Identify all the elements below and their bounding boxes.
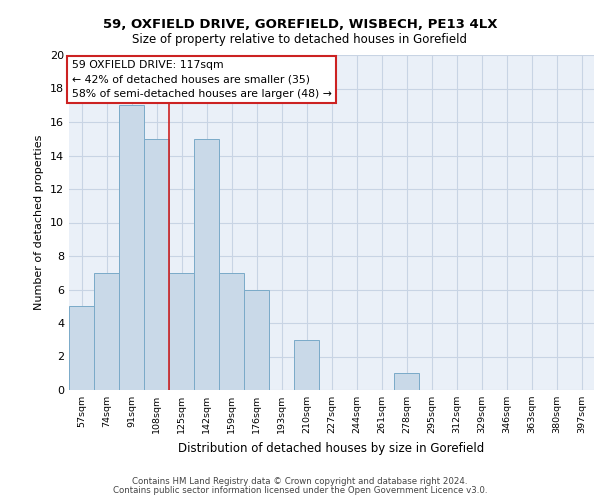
Y-axis label: Number of detached properties: Number of detached properties bbox=[34, 135, 44, 310]
Bar bbox=[69, 306, 94, 390]
Bar bbox=[119, 106, 144, 390]
Bar bbox=[219, 273, 244, 390]
Bar bbox=[294, 340, 319, 390]
Bar bbox=[94, 273, 119, 390]
X-axis label: Distribution of detached houses by size in Gorefield: Distribution of detached houses by size … bbox=[178, 442, 485, 454]
Bar bbox=[244, 290, 269, 390]
Bar bbox=[394, 373, 419, 390]
Text: Size of property relative to detached houses in Gorefield: Size of property relative to detached ho… bbox=[133, 32, 467, 46]
Bar bbox=[144, 138, 169, 390]
Text: 59 OXFIELD DRIVE: 117sqm
← 42% of detached houses are smaller (35)
58% of semi-d: 59 OXFIELD DRIVE: 117sqm ← 42% of detach… bbox=[71, 60, 331, 99]
Bar bbox=[169, 273, 194, 390]
Bar bbox=[194, 138, 219, 390]
Text: 59, OXFIELD DRIVE, GOREFIELD, WISBECH, PE13 4LX: 59, OXFIELD DRIVE, GOREFIELD, WISBECH, P… bbox=[103, 18, 497, 30]
Text: Contains HM Land Registry data © Crown copyright and database right 2024.: Contains HM Land Registry data © Crown c… bbox=[132, 477, 468, 486]
Text: Contains public sector information licensed under the Open Government Licence v3: Contains public sector information licen… bbox=[113, 486, 487, 495]
